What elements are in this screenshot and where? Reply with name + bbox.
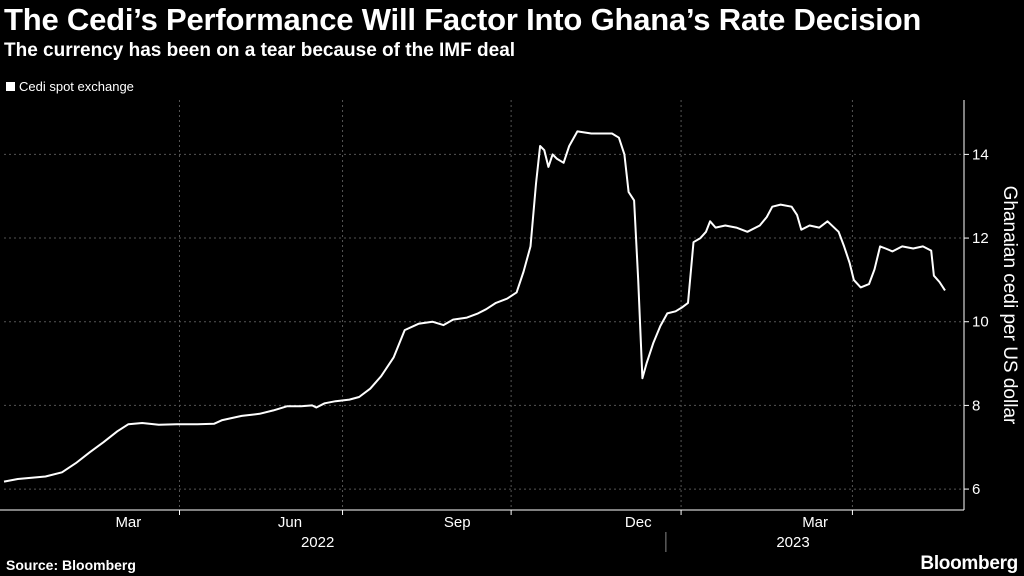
y-axis-title: Ghanaian cedi per US dollar	[999, 186, 1020, 425]
y-tick-label: 12	[972, 230, 989, 247]
legend: Cedi spot exchange	[6, 79, 134, 94]
x-tick-label: Dec	[625, 514, 652, 531]
y-tick-label: 14	[972, 146, 989, 163]
x-tick-label: Sep	[444, 514, 471, 531]
y-tick-label: 6	[972, 481, 980, 498]
chart-subtitle: The currency has been on a tear because …	[4, 40, 516, 61]
source-note: Source: Bloomberg	[6, 557, 136, 573]
x-tick-label: Mar	[115, 514, 141, 531]
bloomberg-logo: Bloomberg	[920, 553, 1018, 574]
legend-swatch	[6, 82, 15, 91]
x-tick-label: Jun	[278, 514, 302, 531]
y-tick-label: 8	[972, 397, 980, 414]
legend-label: Cedi spot exchange	[19, 79, 134, 94]
x-tick-label: Mar	[802, 514, 828, 531]
series-line-cedi-spot-exchange	[3, 130, 946, 483]
y-tick-label: 10	[972, 314, 989, 331]
chart-title: The Cedi’s Performance Will Factor Into …	[4, 2, 922, 37]
year-label: 2023	[776, 534, 809, 551]
year-label: 2022	[301, 534, 334, 551]
